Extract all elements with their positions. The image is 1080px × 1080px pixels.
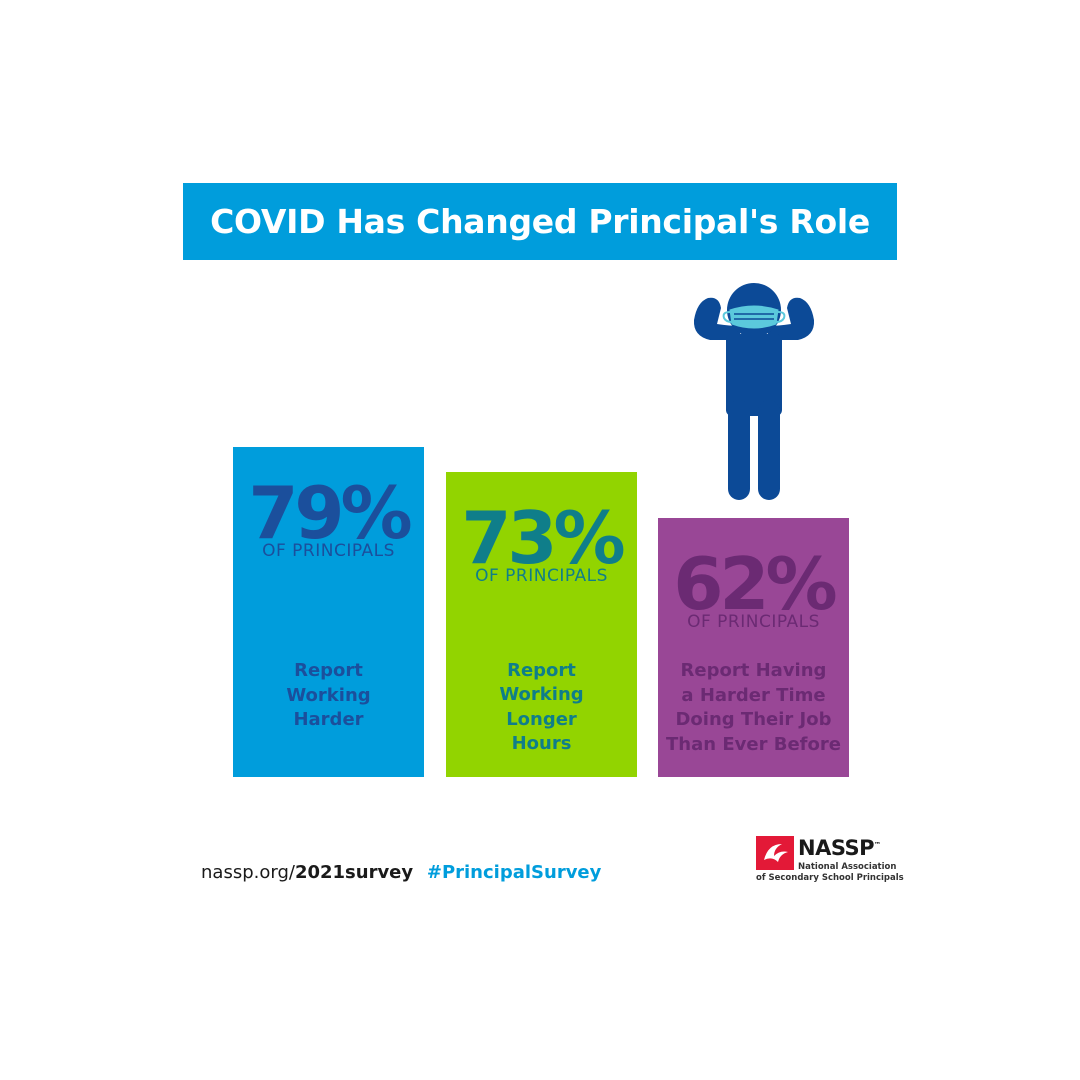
title-banner: COVID Has Changed Principal's Role [183,183,897,260]
footer-url-link[interactable]: 2021survey [294,862,414,883]
bar-working-longer-hours: 73% OF PRINCIPALS Report Working Longer … [446,472,637,777]
logo-subtitle-2: of Secondary School Principals [756,873,904,883]
bar-working-harder: 79% OF PRINCIPALS Report Working Harder [233,447,424,777]
masked-person-icon [693,283,815,500]
bar-unit-label: OF PRINCIPALS [262,541,395,561]
bar-description: Report Working Harder [286,660,371,730]
nassp-logo: NASSP™ National Association of Secondary… [756,836,904,886]
bar-unit-label: OF PRINCIPALS [475,566,608,587]
bar-value-label: 79% [248,471,412,555]
bar-value-label: 73% [461,496,625,581]
bar-unit-label: OF PRINCIPALS [687,612,820,632]
logo-name: NASSP™ [798,836,881,860]
footer-url-prefix: nassp.org/ [201,862,295,883]
bar-description: Report Having a Harder Time Doing Their … [666,660,841,755]
page-title: COVID Has Changed Principal's Role [210,202,870,241]
bar-value-label: 62% [673,542,837,626]
bar-description: Report Working Longer Hours [499,659,584,755]
footer-hashtag[interactable]: #PrincipalSurvey [426,862,602,883]
logo-subtitle-1: National Association [798,862,897,872]
bar-harder-time: 62% OF PRINCIPALS Report Having a Harder… [658,518,849,777]
nassp-logo-icon [756,836,794,870]
footer-links: nassp.org/2021survey #PrincipalSurvey [201,862,601,883]
